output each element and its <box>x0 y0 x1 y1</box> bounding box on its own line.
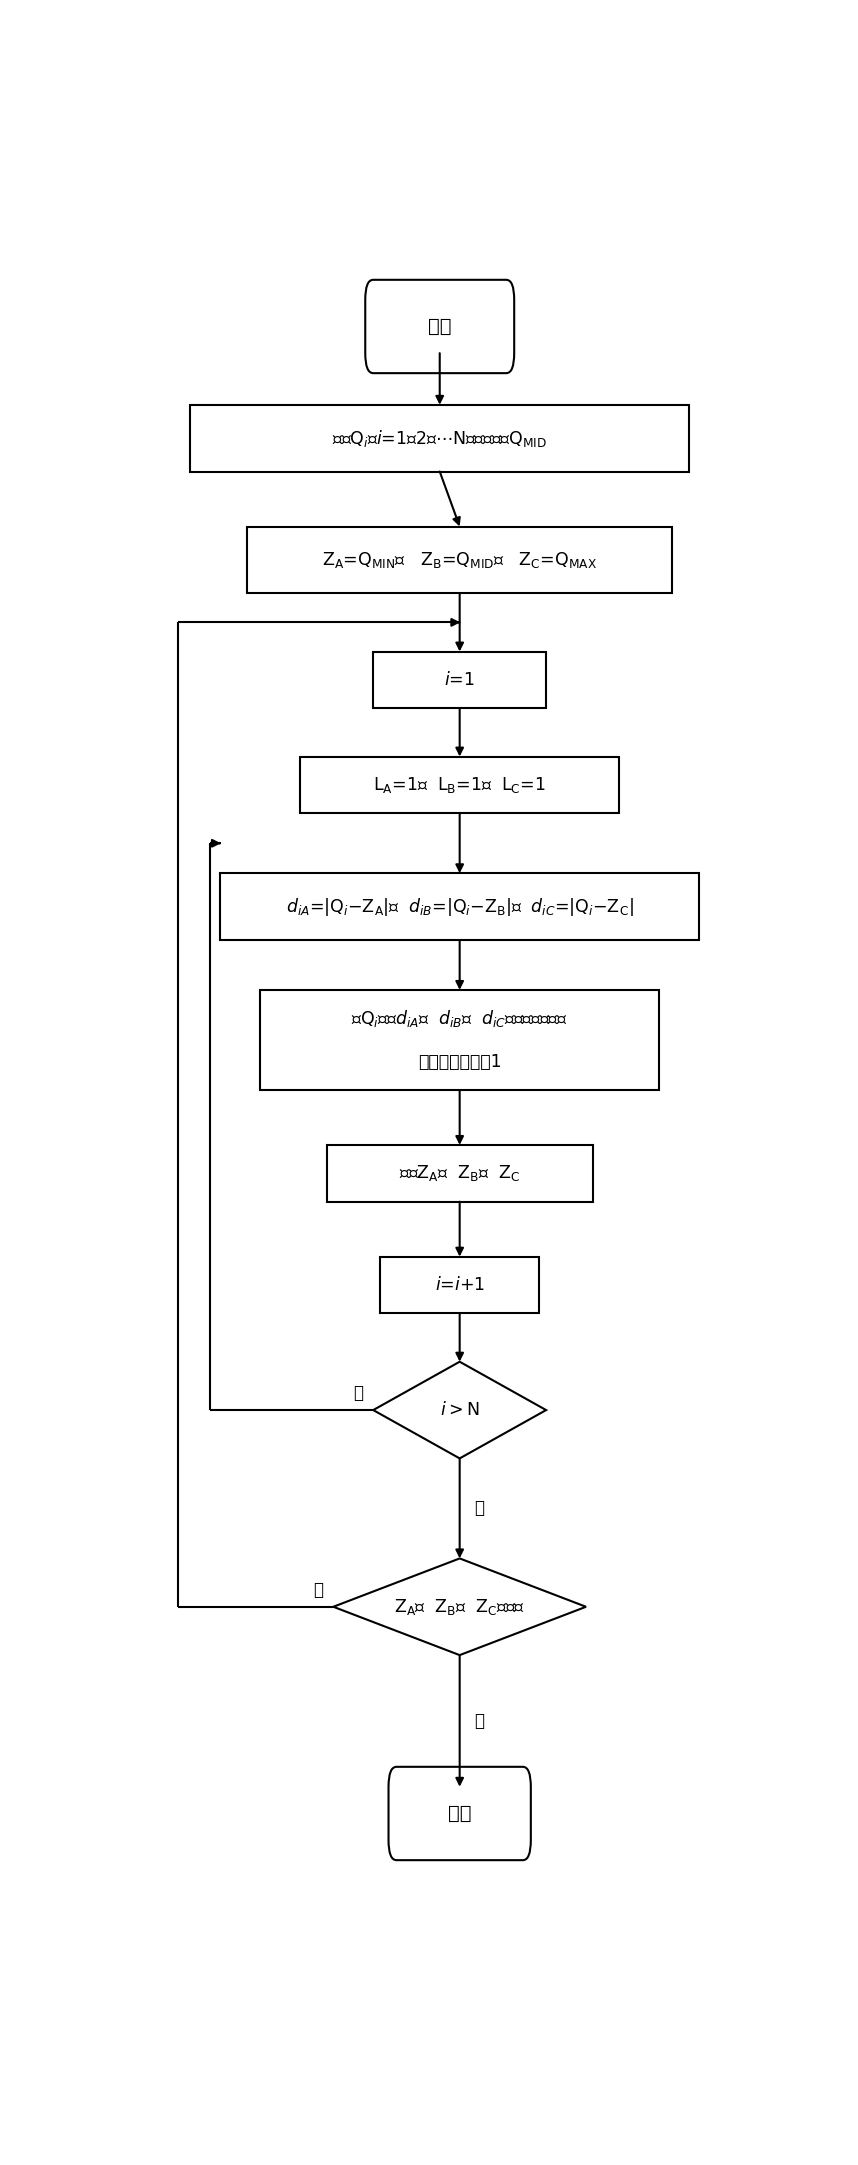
Text: 将Q$_i$归入$d_{iA}$，  $d_{iB}$，  $d_{iC}$最小所在的类，: 将Q$_i$归入$d_{iA}$， $d_{iB}$， $d_{iC}$最小所在… <box>351 1009 568 1028</box>
Text: $i$=$i$+1: $i$=$i$+1 <box>435 1275 485 1295</box>
Bar <box>373 652 547 708</box>
Text: $d_{iA}$=|Q$_i$$-$Z$_{\rm A}$|，  $d_{iB}$=|Q$_i$$-$Z$_{\rm B}$|，  $d_{iC}$=|Q$_i: $d_{iA}$=|Q$_i$$-$Z$_{\rm A}$|， $d_{iB}$… <box>286 896 633 918</box>
Polygon shape <box>333 1559 586 1654</box>
Text: 并将该类个数加1: 并将该类个数加1 <box>418 1052 501 1072</box>
Text: 更新Z$_{\rm A}$，  Z$_{\rm B}$，  Z$_{\rm C}$: 更新Z$_{\rm A}$， Z$_{\rm B}$， Z$_{\rm C}$ <box>399 1163 520 1184</box>
Text: 确定Q$_i$（$i$=1，2，$\cdots$N）的中间值Q$_{\rm MID}$: 确定Q$_i$（$i$=1，2，$\cdots$N）的中间值Q$_{\rm MI… <box>332 429 547 448</box>
Text: $i$=1: $i$=1 <box>444 671 475 688</box>
Bar <box>327 1145 593 1202</box>
Bar <box>221 872 699 940</box>
Text: 是: 是 <box>313 1580 323 1600</box>
Text: 是: 是 <box>474 1500 484 1518</box>
FancyBboxPatch shape <box>389 1767 531 1860</box>
Text: $i$$>$N: $i$$>$N <box>440 1401 480 1418</box>
Polygon shape <box>373 1362 547 1459</box>
Text: 返回: 返回 <box>448 1803 471 1823</box>
Text: L$_{\rm A}$=1，  L$_{\rm B}$=1，  L$_{\rm C}$=1: L$_{\rm A}$=1， L$_{\rm B}$=1， L$_{\rm C}… <box>373 775 546 795</box>
Bar <box>190 405 689 472</box>
Text: 否: 否 <box>353 1383 363 1403</box>
FancyBboxPatch shape <box>366 279 514 372</box>
Bar <box>380 1256 540 1314</box>
Bar <box>300 756 619 814</box>
Bar <box>260 989 659 1089</box>
Bar <box>247 526 673 593</box>
Text: Z$_{\rm A}$，  Z$_{\rm B}$，  Z$_{\rm C}$有变化: Z$_{\rm A}$， Z$_{\rm B}$， Z$_{\rm C}$有变化 <box>395 1598 525 1617</box>
Text: 否: 否 <box>474 1713 484 1730</box>
Text: Z$_{\rm A}$=Q$_{\rm MIN}$，   Z$_{\rm B}$=Q$_{\rm MID}$，   Z$_{\rm C}$=Q$_{\rm MA: Z$_{\rm A}$=Q$_{\rm MIN}$， Z$_{\rm B}$=Q… <box>322 550 597 569</box>
Text: 开始: 开始 <box>428 316 451 336</box>
